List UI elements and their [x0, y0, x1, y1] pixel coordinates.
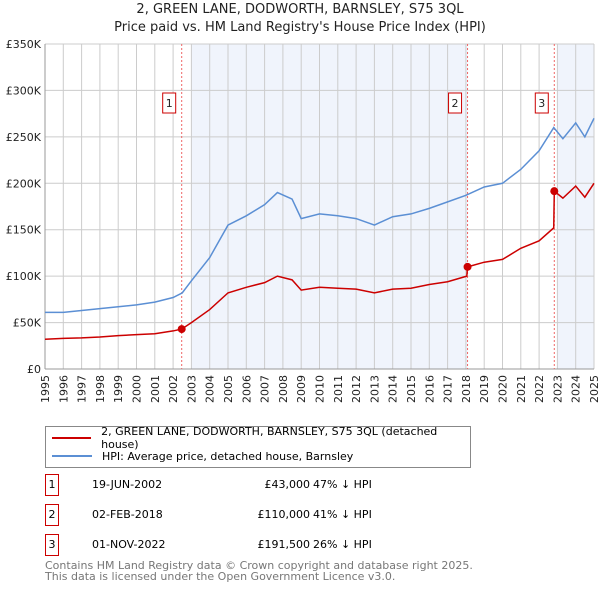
sale-row: 3 01-NOV-2022 £191,500 26% ↓ HPI	[45, 534, 445, 556]
x-tick-label: 1997	[76, 375, 89, 403]
sale-marker-box	[448, 92, 463, 114]
hpi-line	[45, 117, 595, 314]
footer-line: This data is licensed under the Open Gov…	[45, 570, 396, 583]
x-tick-label: 1999	[112, 375, 125, 403]
y-tick-label: £50K	[13, 317, 42, 330]
x-tick-label: 2019	[478, 375, 491, 403]
x-tick-label: 2016	[423, 375, 436, 403]
legend-item-property: 2, GREEN LANE, DODWORTH, BARNSLEY, S75 3…	[52, 425, 470, 451]
x-tick-label: 2018	[460, 375, 473, 403]
sale-hpi-diff: 26% ↓ HPI	[313, 538, 372, 551]
chart-title: 2, GREEN LANE, DODWORTH, BARNSLEY, S75 3…	[136, 2, 464, 17]
sale-number: 2	[45, 504, 59, 526]
sale-row: 1 19-JUN-2002 £43,000 47% ↓ HPI	[45, 474, 445, 496]
y-tick-label: £150K	[6, 224, 42, 237]
legend-label: 2, GREEN LANE, DODWORTH, BARNSLEY, S75 3…	[101, 425, 438, 451]
x-tick-label: 1998	[94, 375, 107, 403]
legend: 2, GREEN LANE, DODWORTH, BARNSLEY, S75 3…	[45, 425, 471, 468]
x-tick-label: 2013	[368, 375, 381, 403]
x-tick-label: 2023	[551, 375, 564, 403]
sale-date: 19-JUN-2002	[92, 478, 163, 491]
sale-price: £43,000	[264, 478, 311, 491]
chart-plot: 1995 1996 1997 1998 1999 2000 2001 2002 2003 2004…	[6, 38, 600, 403]
footer: Contains HM Land Registry data © Crown c…	[45, 560, 473, 582]
legend-swatch	[52, 455, 92, 457]
x-tick-label: 2012	[350, 375, 363, 403]
shaded-period	[191, 44, 468, 369]
sale-point	[463, 262, 472, 271]
x-tick-label: 2004	[204, 375, 217, 403]
x-tick-label: 2002	[167, 375, 180, 403]
property-price-line	[44, 182, 595, 341]
x-tick-label: 2015	[405, 375, 418, 403]
sale-marker-box	[534, 92, 549, 114]
y-tick-label: £350K	[6, 38, 42, 51]
x-tick-label: 2014	[387, 375, 400, 403]
sale-row: 2 02-FEB-2018 £110,000 41% ↓ HPI	[45, 504, 445, 526]
sale-marker-box	[162, 92, 177, 114]
sale-price: £110,000	[257, 508, 311, 521]
y-tick-label: £100K	[6, 270, 42, 283]
x-tick-label: 2008	[277, 375, 290, 403]
x-tick-label: 2001	[149, 375, 162, 403]
x-tick-label: 2007	[259, 375, 272, 403]
sale-hpi-diff: 41% ↓ HPI	[313, 508, 372, 521]
legend-label: HPI: Average price, detached house, Barn…	[102, 449, 354, 463]
sale-point	[550, 187, 559, 196]
legend-item-hpi: HPI: Average price, detached house, Barn…	[52, 447, 353, 465]
x-tick-label: 2022	[533, 375, 546, 403]
y-tick-label: £300K	[6, 84, 42, 97]
x-tick-label: 2025	[588, 375, 600, 403]
sale-hpi-diff: 47% ↓ HPI	[313, 478, 372, 491]
y-tick-label: £0	[27, 363, 41, 376]
x-tick-label: 2000	[131, 375, 144, 403]
sale-date: 01-NOV-2022	[92, 538, 166, 551]
x-tick-label: 2011	[332, 375, 345, 403]
footer-line: Contains HM Land Registry data © Crown c…	[45, 559, 473, 572]
x-tick-label: 2017	[442, 375, 455, 403]
legend-swatch	[52, 437, 92, 439]
x-tick-label: 2003	[185, 375, 198, 403]
sale-date: 02-FEB-2018	[92, 508, 163, 521]
y-tick-label: £250K	[6, 131, 42, 144]
sale-price: £191,500	[257, 538, 311, 551]
sale-number: 3	[45, 534, 59, 556]
chart-subtitle: Price paid vs. HM Land Registry's House …	[114, 20, 486, 35]
sale-point	[177, 325, 186, 334]
x-tick-label: 2024	[570, 375, 583, 403]
x-tick-label: 2021	[515, 375, 528, 403]
x-tick-label: 2010	[314, 375, 327, 403]
sale-marker-label: 1	[166, 97, 173, 110]
x-tick-label: 2020	[497, 375, 510, 403]
x-tick-label: 2006	[240, 375, 253, 403]
sale-marker-label: 3	[538, 97, 545, 110]
sale-number: 1	[45, 474, 59, 496]
y-tick-label: £200K	[6, 177, 42, 190]
x-tick-label: 1996	[57, 375, 70, 403]
x-tick-label: 2005	[222, 375, 235, 403]
x-tick-label: 1995	[39, 375, 52, 403]
x-tick-label: 2009	[295, 375, 308, 403]
sale-marker-label: 2	[452, 97, 459, 110]
